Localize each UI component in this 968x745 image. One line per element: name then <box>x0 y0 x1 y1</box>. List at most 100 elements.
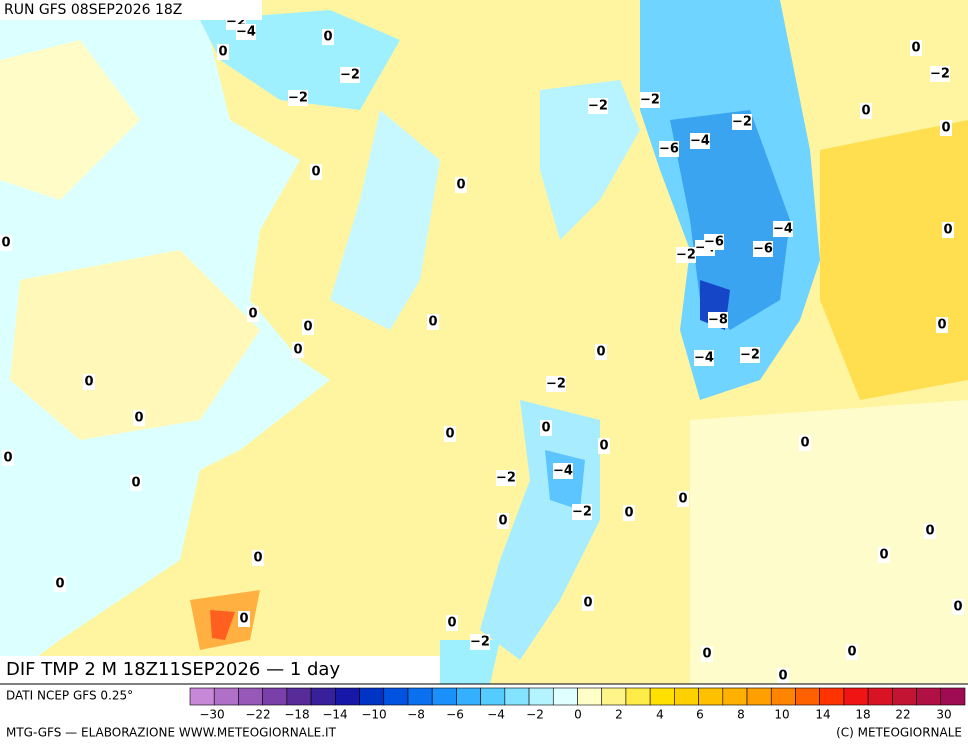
contour-label: −2 <box>640 93 660 108</box>
contour-label: 0 <box>293 343 302 358</box>
contour-label: 0 <box>778 669 787 684</box>
contour-label: −2 <box>470 635 490 650</box>
contour-label: 0 <box>678 492 687 507</box>
contour-label: 0 <box>253 551 262 566</box>
label-bg <box>860 103 872 119</box>
contour-label: 0 <box>953 600 962 615</box>
label-bg <box>496 470 516 486</box>
contour-label: −6 <box>704 235 724 250</box>
label-bg <box>740 347 760 363</box>
label-bg <box>252 550 264 566</box>
contour-label: −2 <box>732 115 752 130</box>
contour-label: 0 <box>456 178 465 193</box>
label-bg <box>640 92 660 108</box>
colorbar-swatch <box>238 687 263 706</box>
contour-label: −4 <box>236 25 256 40</box>
contour-label: −2 <box>288 91 308 106</box>
colorbar-swatch <box>262 687 288 706</box>
colorbar-swatch <box>359 687 385 706</box>
label-bg <box>930 66 950 82</box>
label-bg <box>878 547 890 563</box>
contour-label: 0 <box>583 596 592 611</box>
label-bg <box>595 344 607 360</box>
label-bg <box>54 576 66 592</box>
label-bg <box>322 29 334 45</box>
contour-label: −4 <box>694 351 714 366</box>
colorbar-label: −10 <box>361 708 386 722</box>
colorbar-swatch <box>335 687 360 706</box>
label-bg <box>846 644 858 660</box>
label-bg <box>236 24 256 40</box>
label-bg <box>238 611 250 627</box>
colorbar-swatch <box>577 687 603 706</box>
contour-labels: −2−400−2−20−2−2−2−200−4−6000−40−2−4−6−60… <box>0 14 964 684</box>
colorbar-label: 2 <box>615 708 623 722</box>
label-bg <box>247 306 259 322</box>
label-bg <box>310 164 322 180</box>
label-bg <box>470 634 490 650</box>
contour-label: −2 <box>572 505 592 520</box>
label-bg <box>598 438 610 454</box>
colorbar-label: 0 <box>574 708 582 722</box>
label-bg <box>924 523 936 539</box>
label-bg <box>910 40 922 56</box>
colorbar-swatch <box>649 687 675 706</box>
contour-label: −4 <box>553 464 573 479</box>
label-bg <box>292 342 304 358</box>
contour-label: 0 <box>937 318 946 333</box>
contour-label: 0 <box>311 165 320 180</box>
colorbar-swatch <box>746 687 772 706</box>
contour-label: −2 <box>588 99 608 114</box>
colorbar-swatch <box>286 687 312 706</box>
contour-label: 0 <box>925 524 934 539</box>
contour-label: −2 <box>740 348 760 363</box>
colorbar-label: −2 <box>526 708 544 722</box>
label-bg <box>936 317 948 333</box>
contour-label: −4 <box>773 222 793 237</box>
colorbar-label: −18 <box>284 708 309 722</box>
colorbar-swatch <box>407 687 433 706</box>
contour-label: −2 <box>496 471 516 486</box>
label-bg <box>676 247 696 263</box>
label-bg <box>455 177 467 193</box>
label-bg <box>940 120 952 136</box>
colorbar-swatch <box>504 687 530 706</box>
colorbar-label: −22 <box>245 708 270 722</box>
source-label: DATI NCEP GFS 0.25° <box>6 689 133 703</box>
colorbar-label: 18 <box>855 708 870 722</box>
contour-label: −2 <box>676 248 696 263</box>
label-bg <box>546 376 566 392</box>
colorbar-swatch <box>431 687 457 706</box>
colorbar-label: 30 <box>936 708 951 722</box>
contour-label: −4 <box>690 134 710 149</box>
colorbar-label: 10 <box>774 708 789 722</box>
header-box <box>0 0 262 20</box>
colorbar-swatch <box>722 687 748 706</box>
contour-label: 0 <box>323 30 332 45</box>
label-bg <box>0 235 12 251</box>
contour-label: 0 <box>498 514 507 529</box>
label-bg <box>446 615 458 631</box>
contour-label: 0 <box>3 451 12 466</box>
colorbar-swatch <box>940 687 966 706</box>
contour-label: −6 <box>753 242 773 257</box>
colorbar-swatch <box>819 687 845 706</box>
colorbar-label: 8 <box>737 708 745 722</box>
contour-label: −8 <box>708 313 728 328</box>
label-bg <box>83 374 95 390</box>
label-bg <box>582 595 594 611</box>
contour-label: −2 <box>340 68 360 83</box>
contour-label: 0 <box>702 647 711 662</box>
colorbar-swatch <box>383 687 409 706</box>
colorbar-label: −6 <box>446 708 464 722</box>
contour-label: 0 <box>428 315 437 330</box>
contour-label: −2 <box>546 377 566 392</box>
colorbar-label: 14 <box>815 708 830 722</box>
colorbar-label: 6 <box>696 708 704 722</box>
label-bg <box>133 410 145 426</box>
colorbar-swatch <box>601 687 627 706</box>
label-bg <box>690 133 710 149</box>
colorbar-swatch <box>916 687 942 706</box>
colorbar-label: −4 <box>487 708 505 722</box>
label-bg <box>444 426 456 442</box>
